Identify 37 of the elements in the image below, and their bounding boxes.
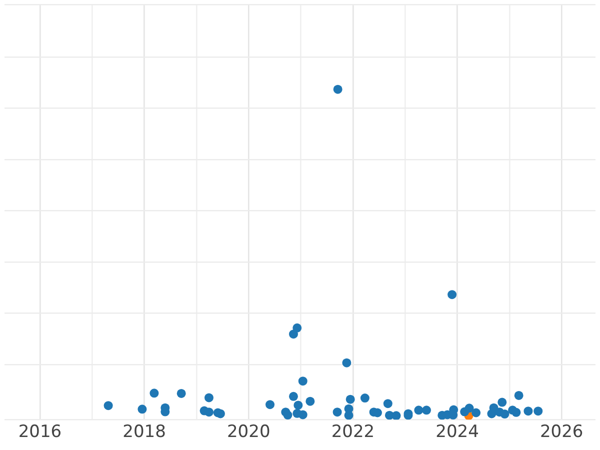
point <box>383 399 392 408</box>
point <box>360 394 370 403</box>
point <box>514 390 524 400</box>
point <box>176 388 186 398</box>
point <box>500 410 510 419</box>
point <box>298 410 308 420</box>
point <box>306 396 315 406</box>
point <box>283 410 292 420</box>
point <box>534 406 543 416</box>
point <box>472 408 481 418</box>
x-tick-label: 2022 <box>331 422 375 442</box>
x-tick-label: 2020 <box>226 422 270 442</box>
point <box>333 84 342 94</box>
point <box>342 358 352 368</box>
point <box>346 394 355 404</box>
x-tick-label: 2024 <box>436 422 479 442</box>
point <box>422 406 431 415</box>
point <box>524 406 533 416</box>
point <box>414 406 424 415</box>
point <box>288 392 298 401</box>
point <box>266 400 275 410</box>
x-tick-label: 2016 <box>18 422 62 442</box>
point <box>332 408 342 417</box>
point <box>150 388 159 398</box>
x-tick-label: 2018 <box>122 422 166 442</box>
point <box>448 290 457 300</box>
point <box>498 398 507 407</box>
point <box>204 393 214 402</box>
point <box>294 400 303 410</box>
point <box>298 376 308 386</box>
point <box>292 323 302 332</box>
point <box>138 404 147 414</box>
x-tick-label: 2026 <box>540 422 584 442</box>
point <box>392 411 401 420</box>
point <box>464 404 474 413</box>
point <box>512 408 521 417</box>
point <box>104 401 113 410</box>
